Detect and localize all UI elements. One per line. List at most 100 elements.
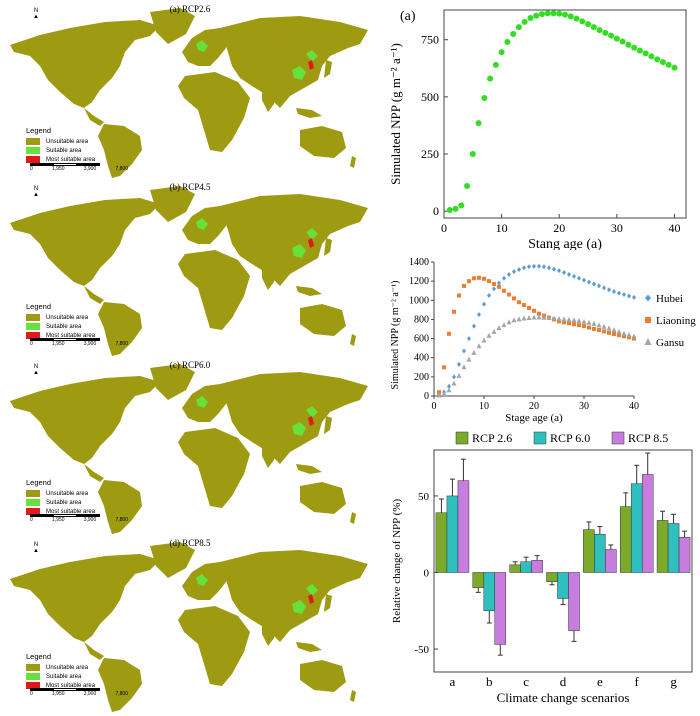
bar <box>446 495 459 573</box>
data-point <box>607 330 611 335</box>
data-point <box>571 317 577 323</box>
data-point <box>512 296 516 301</box>
data-point <box>576 318 582 324</box>
legend-label: RCP 2.6 <box>472 431 512 445</box>
x-tick-label: b <box>486 674 493 689</box>
data-point <box>477 312 481 318</box>
data-point <box>481 95 488 101</box>
data-point <box>536 314 542 320</box>
map-panel-rcp45: (b) RCP4.5 <box>0 178 380 356</box>
bar <box>678 537 691 573</box>
bar <box>594 533 606 573</box>
data-point <box>627 293 631 299</box>
y-tick-label: 1200 <box>409 276 429 287</box>
data-point <box>636 47 643 54</box>
data-point <box>648 53 655 60</box>
x-tick-label: 0 <box>441 221 447 235</box>
north-arrow-icon: N ▲ <box>33 8 39 20</box>
data-point <box>590 24 597 31</box>
data-point <box>671 64 678 71</box>
bar <box>546 572 558 582</box>
data-point <box>515 24 522 31</box>
data-point <box>517 267 521 273</box>
data-point <box>541 314 547 320</box>
data-point <box>487 75 494 82</box>
data-point <box>496 325 502 331</box>
data-point <box>622 292 626 298</box>
npp-stand-age-chart: 0 10 20 30 40 0 250 500 750 (a) Stang age (a) Simul… <box>386 0 698 252</box>
x-tick-label: 20 <box>553 221 565 235</box>
y-tick-label: 0 <box>424 391 429 402</box>
data-point <box>632 294 636 300</box>
data-point <box>522 265 526 271</box>
legend-label: Hubei <box>656 293 683 305</box>
data-point <box>452 205 459 212</box>
data-point <box>497 280 501 286</box>
map-title: (b) RCP4.5 <box>169 182 211 192</box>
data-point <box>462 348 466 354</box>
data-point <box>492 286 496 292</box>
x-axis-label: Stang age (a) <box>528 237 602 250</box>
y-tick-label: 800 <box>414 314 429 325</box>
data-point <box>471 349 477 355</box>
y-tick-label: 200 <box>414 372 429 383</box>
data-point <box>467 279 471 284</box>
data-point <box>601 323 607 329</box>
map-panel-rcp26: (a) RCP2.6 <box>0 0 380 178</box>
data-point <box>521 18 528 25</box>
bar <box>630 483 643 573</box>
bar <box>531 559 543 573</box>
data-point <box>577 275 581 281</box>
y-axis-label: Relative change of NPP (%) <box>391 499 403 624</box>
data-point <box>606 325 612 331</box>
data-point <box>587 325 591 330</box>
y-tick-label: -50 <box>414 644 429 656</box>
map-legend: Legend Unsuitable area Suitable area Mos… <box>26 478 96 515</box>
legend-item: Unsuitable area <box>46 314 89 321</box>
data-point <box>510 31 517 37</box>
data-point <box>547 265 551 271</box>
legend-item: Suitable area <box>46 673 82 680</box>
x-axis-label: Stage age (a) <box>505 412 563 424</box>
data-point <box>572 322 576 327</box>
map-title: (a) RCP2.6 <box>169 4 211 14</box>
scale-bar: 0 1,950 3,900 7,800 <box>30 338 128 347</box>
y-axis-label: Simulated NPP (g m⁻² a⁻¹) <box>390 281 401 390</box>
bar <box>656 520 669 573</box>
data-point <box>477 275 481 280</box>
data-point <box>507 271 511 277</box>
data-point <box>596 322 602 328</box>
y-tick-label: 1000 <box>409 295 429 306</box>
legend-item: Most suitable area <box>46 508 96 515</box>
legend-item: Unsuitable area <box>46 138 89 145</box>
data-point <box>642 50 649 57</box>
data-point <box>527 15 534 21</box>
data-point <box>591 321 597 327</box>
data-point <box>502 275 506 281</box>
data-point <box>447 383 451 389</box>
data-point <box>487 293 491 298</box>
map-legend: Legend Unsuitable area Suitable area Mos… <box>26 302 96 339</box>
data-point <box>446 207 453 213</box>
y-tick-label: 500 <box>421 90 439 104</box>
data-point <box>625 41 632 48</box>
data-point <box>497 284 501 289</box>
data-point <box>557 268 561 274</box>
x-tick-label: f <box>635 674 640 689</box>
data-point <box>556 10 563 17</box>
data-point <box>616 328 622 334</box>
panel-label: (a) <box>400 9 416 24</box>
y-tick-label: 0 <box>433 204 439 218</box>
legend-item: Unsuitable area <box>46 490 89 497</box>
bar <box>667 523 680 573</box>
legend-swatch <box>533 431 547 445</box>
data-point <box>562 270 566 276</box>
map-legend: Legend Unsuitable area Suitable area Mos… <box>26 652 96 689</box>
x-tick-label: 40 <box>629 401 639 412</box>
data-point <box>451 380 457 386</box>
npp-province-chart: 0 10 20 30 40 0 200 400 600 800 1000 1200 1400 Stage … <box>386 254 698 426</box>
scale-bar: 0 1,950 3,900 7,800 <box>30 163 128 172</box>
x-tick-label: d <box>560 674 567 689</box>
data-point <box>506 319 512 325</box>
data-point <box>561 316 567 322</box>
